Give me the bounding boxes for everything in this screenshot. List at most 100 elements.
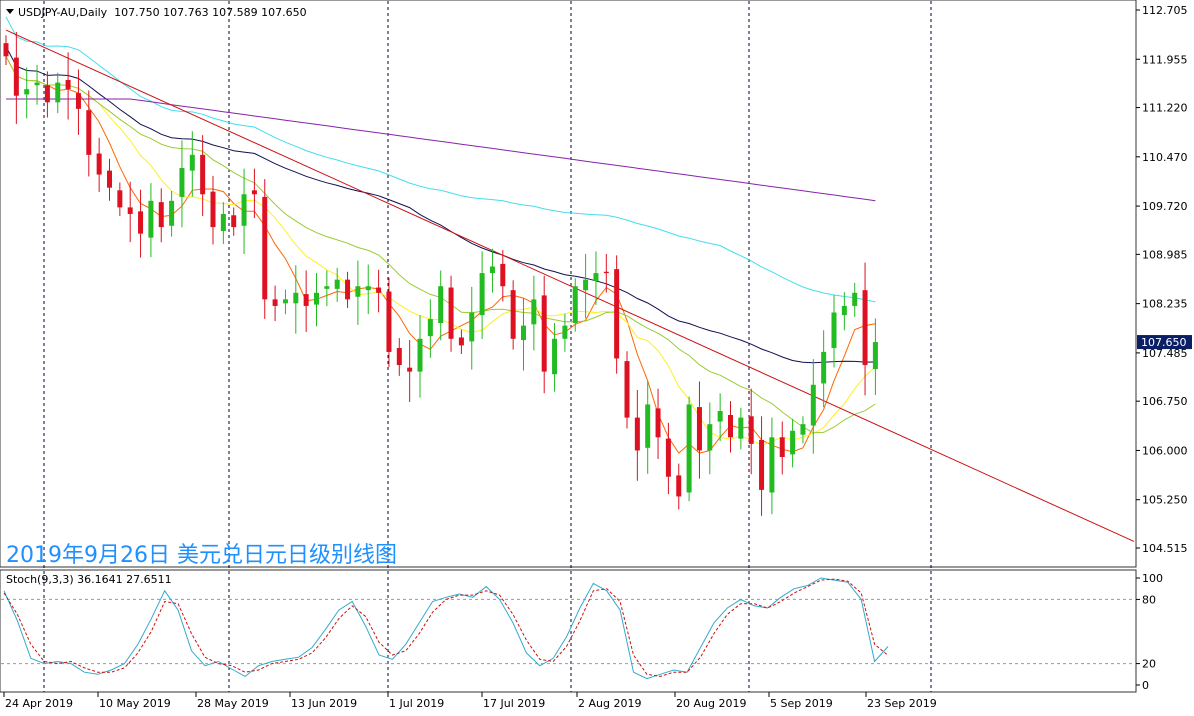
candle <box>365 264 371 315</box>
date-tick-label: 5 Sep 2019 <box>770 697 833 710</box>
candle <box>676 463 682 510</box>
stoch-axis: 100 80 20 0 <box>1136 572 1163 692</box>
candle <box>324 270 330 307</box>
candle <box>872 318 878 396</box>
ma-navy-line <box>5 46 876 364</box>
date-tick-label: 13 Jun 2019 <box>291 697 357 710</box>
candle <box>303 270 309 332</box>
watermark-caption: 2019年9月26日 美元兑日元日级别线图 <box>6 543 397 568</box>
ma-purple-line <box>6 98 876 202</box>
candle <box>707 402 713 475</box>
candle <box>748 388 754 475</box>
candle <box>438 270 444 341</box>
candle <box>262 179 268 319</box>
candle <box>831 294 837 368</box>
candle <box>396 338 402 376</box>
candle <box>521 298 526 371</box>
candle <box>345 271 351 309</box>
candle <box>738 407 744 450</box>
candle <box>427 299 433 358</box>
price-tick-label: 106.750 <box>1142 395 1188 408</box>
candle <box>614 255 620 374</box>
dropdown-triangle-icon[interactable] <box>6 9 14 14</box>
stoch-panel <box>0 569 1137 693</box>
symbol-header: USDJPY-AU,Daily 107.750 107.763 107.589 … <box>18 6 307 19</box>
candle <box>479 251 485 339</box>
candle <box>3 35 9 65</box>
candle <box>728 401 733 453</box>
candle <box>448 275 454 352</box>
current-price-tag <box>1137 335 1192 350</box>
candle <box>821 330 827 408</box>
candle <box>852 282 858 317</box>
candle <box>334 267 340 302</box>
date-axis: 24 Apr 2019 10 May 2019 28 May 2019 13 Jun … <box>3 692 937 710</box>
candle <box>293 265 299 334</box>
candle <box>241 168 247 254</box>
candle <box>75 69 81 135</box>
candle <box>65 52 71 120</box>
candle <box>634 390 640 481</box>
price-tick-label: 106.000 <box>1142 444 1188 457</box>
candle <box>86 90 92 177</box>
candle <box>500 250 506 302</box>
price-tick-label: 107.485 <box>1142 347 1188 360</box>
date-tick-label: 24 Apr 2019 <box>5 697 73 710</box>
ma-cyan-line <box>5 16 876 303</box>
candle <box>272 285 278 322</box>
candle <box>810 359 816 454</box>
candle <box>510 280 516 350</box>
candle <box>655 388 661 459</box>
candle <box>117 182 123 217</box>
candle <box>686 396 692 502</box>
date-separators <box>43 1 932 692</box>
candle <box>469 286 475 370</box>
price-tick-label: 111.955 <box>1142 53 1188 66</box>
candle <box>210 175 216 245</box>
candle <box>800 416 806 444</box>
candle <box>24 67 30 119</box>
stoch-tick-label: 20 <box>1142 658 1156 671</box>
candle <box>169 190 175 237</box>
date-tick-label: 1 Jul 2019 <box>389 697 444 710</box>
candle <box>231 207 237 236</box>
candle <box>220 202 226 245</box>
candle <box>541 275 547 394</box>
candle <box>562 313 568 352</box>
stoch-tick-label: 0 <box>1142 679 1149 692</box>
candle <box>552 323 558 392</box>
candle <box>96 137 102 192</box>
candlesticks <box>3 32 878 516</box>
candle <box>531 275 537 351</box>
candle <box>179 140 185 228</box>
candle <box>717 393 723 442</box>
candle <box>862 262 868 396</box>
stoch-main-line <box>3 577 889 680</box>
stoch-lines <box>3 577 889 680</box>
candle <box>386 277 392 368</box>
date-tick-label: 17 Jul 2019 <box>483 697 545 710</box>
candle <box>696 381 702 479</box>
candle <box>314 273 319 327</box>
candle <box>158 188 164 243</box>
candle <box>355 260 361 325</box>
current-price-tag-label: 107.650 <box>1141 336 1187 349</box>
candle <box>769 417 775 515</box>
stoch-tick-label: 100 <box>1142 572 1163 585</box>
candle <box>417 315 423 398</box>
date-tick-label: 2 Aug 2019 <box>578 697 641 710</box>
stoch-label: Stoch(9,3,3) 36.1641 27.6511 <box>6 573 172 586</box>
price-tick-label: 108.985 <box>1142 248 1188 261</box>
candle <box>665 422 671 495</box>
candle <box>790 418 796 468</box>
candle <box>189 131 195 197</box>
date-tick-label: 23 Sep 2019 <box>867 697 937 710</box>
candle <box>624 351 630 429</box>
candle <box>841 292 847 331</box>
price-tick-label: 109.720 <box>1142 200 1188 213</box>
candle <box>13 32 19 124</box>
date-tick-label: 20 Aug 2019 <box>676 697 746 710</box>
candle <box>138 189 144 258</box>
candle <box>593 251 599 305</box>
